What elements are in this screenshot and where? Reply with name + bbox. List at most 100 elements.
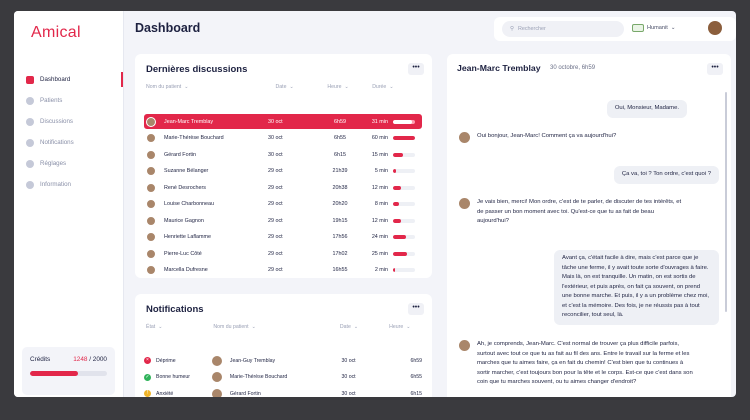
message-text: Ah, je comprends, Jean-Marc. C'est norma… (477, 341, 693, 385)
cell-date: 29 oct (268, 234, 283, 240)
chevron-down-icon: ⌄ (406, 324, 411, 330)
chat-scrollbar[interactable] (725, 92, 727, 312)
search-icon: ⚲ (510, 26, 514, 32)
status-icon: × (144, 357, 151, 364)
cell-time: 21h39 (332, 168, 348, 174)
table-row[interactable]: Maurice Gagnon 29 oct 19h15 12 min (144, 213, 422, 228)
search-input[interactable]: ⚲ Rechercher (502, 21, 624, 37)
column-header-label: Nom du patient (213, 324, 249, 330)
chevron-down-icon: ⌄ (389, 84, 394, 90)
table-row[interactable]: × Déprime Jean-Guy Tremblay 30 oct 6h59 (144, 353, 422, 368)
more-options-icon[interactable]: ••• (707, 63, 723, 75)
organization-selector[interactable]: Humanit ⌄ (632, 24, 676, 32)
duration-bar (393, 218, 415, 223)
column-header[interactable]: Date ⌄ (320, 324, 377, 330)
chevron-down-icon: ⌄ (289, 84, 294, 90)
message-text: Avant ça, c'était facile à dire, mais c'… (562, 255, 710, 318)
duration-bar-fill (393, 119, 412, 124)
home-icon (26, 75, 34, 84)
status-cell: ! Anxiété (144, 390, 212, 397)
notifications-card: Notifications ••• État ⌄ Nom du patient ⌄ Da… (135, 294, 432, 397)
cell-date: 30 oct (341, 390, 356, 397)
table-row[interactable]: Marie-Thérèse Bouchard 30 oct 6h55 60 min (144, 131, 422, 146)
column-header[interactable]: Heure ⌄ (378, 324, 422, 330)
duration-bar-fill (393, 136, 415, 140)
status-cell: × Déprime (144, 357, 212, 364)
sidebar-item-dashboard[interactable]: Dashboard (14, 69, 123, 90)
table-row[interactable]: Gérard Fortin 30 oct 6h15 15 min (144, 147, 422, 162)
cell-date: 30 oct (341, 357, 356, 364)
cell-dur: 25 min (371, 250, 388, 257)
status-label: Bonne humeur (156, 374, 191, 380)
avatar (146, 149, 156, 160)
column-header-label: Nom du patient (146, 84, 182, 90)
avatar (146, 265, 156, 275)
cell-name: Maurice Gagnon (164, 217, 204, 224)
message-text: Oui, Monsieur, Madame. (614, 105, 679, 111)
sidebar-item-information[interactable]: Information (14, 174, 123, 195)
cell-dur: 2 min (374, 267, 388, 273)
sender-avatar (459, 340, 470, 351)
column-header[interactable]: Date ⌄ (276, 84, 328, 90)
avatar (146, 166, 156, 176)
sidebar-item-patients[interactable]: Patients (14, 90, 123, 111)
sidebar-item-label: Dashboard (40, 76, 71, 83)
discussions-title: Dernières discussions (146, 64, 248, 75)
column-header-label: Heure (389, 324, 404, 330)
avatar (211, 355, 222, 366)
column-header[interactable]: État ⌄ (146, 324, 213, 330)
table-row[interactable]: Henriette Laflamme 29 oct 17h56 24 min (144, 230, 422, 245)
cell-dur: 12 min (371, 217, 388, 224)
table-row[interactable]: René Desrochers 29 oct 20h38 12 min (144, 180, 422, 195)
patient-cell: Gérard Fortin (211, 388, 320, 397)
sidebar-item-rglages[interactable]: Réglages (14, 153, 123, 174)
more-options-icon[interactable]: ••• (408, 63, 424, 75)
cell-date: 29 oct (268, 267, 283, 273)
table-row[interactable]: Pierre-Luc Côté 29 oct 17h02 25 min (144, 246, 422, 261)
table-row[interactable]: Jean-Marc Tremblay 30 oct 6h59 31 min (144, 114, 422, 129)
cell-name: Gérard Fortin (164, 151, 197, 158)
column-header[interactable]: Heure ⌄ (327, 84, 372, 90)
sidebar-item-notifications[interactable]: Notifications (14, 132, 123, 153)
message-incoming: Ah, je comprends, Jean-Marc. C'est norma… (457, 340, 697, 388)
cell-dur: 8 min (374, 201, 388, 207)
message-bubble-outgoing: Ça va, toi ? Ton ordre, c'est quoi ? (613, 166, 719, 184)
cell-name: Marie-Thérèse Bouchard (164, 135, 224, 141)
duration-bar (393, 235, 415, 239)
avatar (146, 133, 156, 143)
chevron-down-icon: ⌄ (251, 324, 256, 330)
credits-value: 1248 / 2000 (73, 356, 107, 363)
avatar (146, 215, 156, 226)
message-text: Ça va, toi ? Ton ordre, c'est quoi ? (621, 171, 711, 177)
chevron-down-icon: ⌄ (353, 324, 359, 330)
status-cell: ✓ Bonne humeur (144, 373, 212, 381)
app-window: Amical Dashboard Patients Discussions Notif… (14, 11, 736, 397)
sidebar-item-discussions[interactable]: Discussions (14, 111, 123, 132)
cell-date: 30 oct (268, 118, 283, 125)
user-avatar[interactable] (708, 21, 722, 35)
table-row[interactable]: ! Anxiété Gérard Fortin 30 oct 6h15 (144, 386, 422, 397)
cell-date: 29 oct (268, 217, 283, 224)
avatar (146, 116, 156, 127)
column-header[interactable]: Durée ⌄ (372, 84, 422, 90)
cell-time: 17h56 (332, 234, 348, 240)
table-row[interactable]: Suzanne Bélanger 29 oct 21h39 5 min (144, 164, 422, 179)
message-text: Oui bonjour, Jean-Marc! Comment ça va au… (477, 133, 617, 139)
column-header-label: État (146, 324, 156, 330)
column-header[interactable]: Nom du patient ⌄ (213, 324, 320, 330)
avatar (146, 232, 156, 242)
column-header[interactable]: Nom du patient ⌄ (146, 84, 276, 90)
sidebar-item-label: Notifications (40, 139, 74, 146)
table-row[interactable]: Marcella Dufresne 29 oct 16h55 2 min (144, 263, 422, 278)
user-icon (26, 96, 34, 105)
sender-avatar (459, 198, 470, 209)
cell-name: Marcella Dufresne (164, 267, 208, 273)
table-row[interactable]: ✓ Bonne humeur Marie-Thérèse Bouchard 30 oc… (144, 370, 422, 385)
more-options-icon[interactable]: ••• (408, 303, 424, 315)
gear-icon (26, 159, 34, 168)
chevron-down-icon: ⌄ (158, 324, 163, 330)
column-header-label: Heure (327, 84, 342, 90)
cell-date: 29 oct (268, 168, 283, 174)
cell-name: René Desrochers (164, 184, 206, 191)
table-row[interactable]: Louise Charbonneau 29 oct 20h20 8 min (144, 197, 422, 212)
